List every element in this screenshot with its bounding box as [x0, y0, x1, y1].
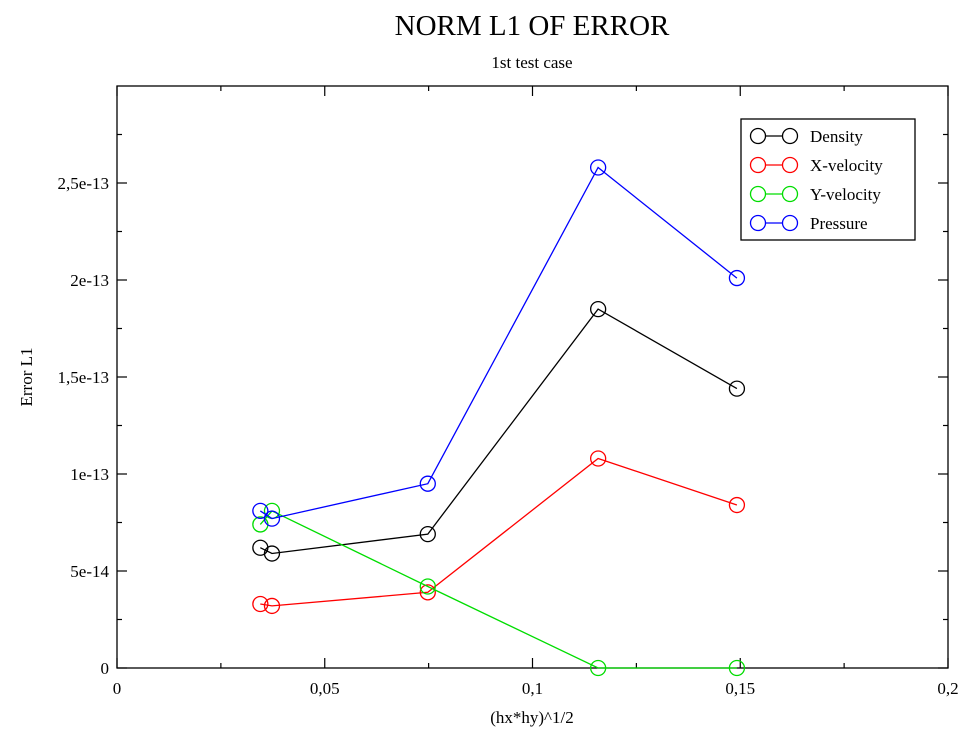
data-point-pressure [419, 475, 436, 492]
data-point-x-velocity [419, 584, 436, 601]
y-tick-label: 1e-13 [70, 465, 109, 484]
series-line-density [260, 308, 738, 555]
axis-ticks [116, 86, 949, 669]
legend-marker [749, 127, 767, 145]
data-point-density [263, 545, 281, 562]
legend-marker [781, 214, 799, 232]
x-tick-label: 0,2 [937, 679, 958, 698]
legend-marker [749, 185, 767, 203]
data-point-pressure [263, 510, 281, 527]
series-y-velocity [252, 502, 746, 677]
y-tick-label: 2e-13 [70, 271, 109, 290]
data-point-y-velocity [728, 659, 746, 677]
legend-marker [749, 156, 767, 174]
series-line-pressure [259, 166, 738, 520]
legend-label: Y-velocity [810, 185, 881, 204]
data-point-pressure [728, 269, 746, 287]
data-point-x-velocity [589, 450, 607, 467]
data-point-x-velocity [252, 595, 269, 613]
legend-marker [781, 127, 799, 145]
legend-item-y-velocity: Y-velocity [749, 185, 881, 204]
series-line-x-velocity [260, 457, 738, 607]
series-pressure [252, 159, 746, 527]
legend-label: X-velocity [810, 156, 883, 175]
y-tick-label: 2,5e-13 [58, 174, 109, 193]
x-tick-label: 0,1 [522, 679, 543, 698]
data-point-y-velocity [419, 578, 436, 595]
legend-box [740, 118, 916, 241]
data-point-x-velocity [728, 496, 746, 514]
data-point-density [589, 300, 607, 318]
y-tick-label: 5e-14 [70, 562, 109, 581]
legend-label: Pressure [810, 214, 868, 233]
chart-subtitle: 1st test case [491, 53, 572, 72]
legend-item-x-velocity: X-velocity [749, 156, 883, 175]
data-point-pressure [252, 502, 269, 520]
series-line-y-velocity [259, 510, 737, 669]
x-tick-label: 0 [113, 679, 122, 698]
series-group [252, 159, 746, 677]
data-point-x-velocity [263, 597, 281, 615]
axis-tick-labels: 0 0,05 0,1 0,15 0,2 0 5e-14 1e-13 1,5e-13 2e-13 2,… [58, 174, 959, 698]
x-tick-label: 0,05 [310, 679, 340, 698]
data-point-density [419, 525, 436, 543]
y-axis-label: Error L1 [17, 347, 36, 406]
y-tick-label: 0 [101, 659, 110, 678]
data-point-density [728, 380, 746, 397]
legend-item-density: Density [749, 127, 863, 146]
x-tick-label: 0,15 [725, 679, 755, 698]
legend: Density X-velocity Y-velocity Pressure [740, 118, 916, 241]
series-density [252, 300, 746, 562]
series-x-velocity [252, 450, 746, 615]
y-tick-label: 1,5e-13 [58, 368, 109, 387]
legend-marker [781, 156, 799, 174]
legend-item-pressure: Pressure [749, 214, 868, 233]
legend-marker [749, 214, 767, 232]
legend-label: Density [810, 127, 863, 146]
x-axis-label: (hx*hy)^1/2 [490, 708, 574, 727]
data-point-y-velocity [589, 659, 607, 677]
chart-title: NORM L1 OF ERROR [395, 10, 670, 42]
legend-marker [781, 185, 799, 203]
data-point-pressure [589, 159, 607, 176]
